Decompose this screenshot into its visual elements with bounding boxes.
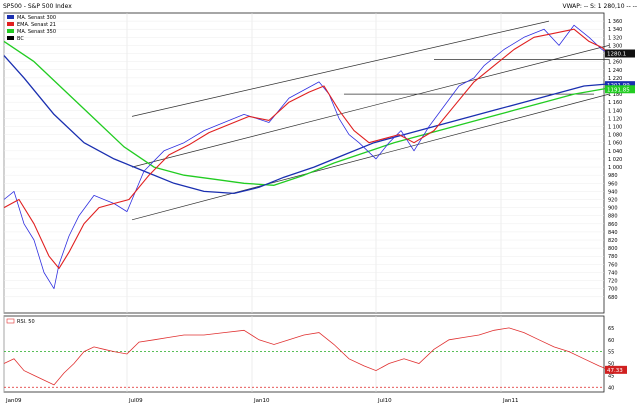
legend-swatch bbox=[7, 29, 14, 33]
y-tick-label: 1 300 bbox=[608, 43, 622, 49]
y-tick-label: 780 bbox=[608, 254, 618, 260]
legend-swatch bbox=[7, 15, 14, 19]
legend-label: MA. Senast 300 bbox=[17, 15, 56, 21]
rsi-y-tick-label: 50 bbox=[608, 362, 614, 368]
legend-swatch bbox=[6, 318, 15, 324]
y-tick-label: 860 bbox=[608, 222, 618, 228]
y-tick-label: 1 060 bbox=[608, 141, 622, 147]
vwap-readout: VWAP: -- S: 1 280,10 -- -- bbox=[562, 3, 637, 10]
chart-title: SP500 - S&P 500 Index bbox=[3, 3, 72, 10]
y-tick-label: 900 bbox=[608, 206, 618, 212]
y-tick-label: 1 160 bbox=[608, 100, 622, 106]
y-tick-label: 980 bbox=[608, 173, 618, 179]
channel-line bbox=[131, 93, 610, 221]
y-tick-label: 740 bbox=[608, 270, 618, 276]
legend-label: BC bbox=[17, 36, 24, 42]
price-panel-frame bbox=[3, 12, 605, 314]
y-tick-label: 1 100 bbox=[608, 125, 622, 131]
legend-swatch bbox=[7, 22, 14, 26]
rsi-last-value-label: 47.33 bbox=[607, 368, 623, 374]
channel-line bbox=[131, 20, 550, 117]
y-tick-label: 880 bbox=[608, 214, 618, 220]
y-tick-label: 1 260 bbox=[608, 60, 622, 66]
y-tick-label: 960 bbox=[608, 181, 618, 187]
rsi-y-tick-label: 40 bbox=[608, 385, 614, 391]
x-tick-label: Jan11 bbox=[502, 398, 518, 404]
last-value-label: 1280.1 bbox=[607, 52, 626, 58]
rsi-y-tick-label: 55 bbox=[608, 350, 614, 356]
legend-swatch bbox=[7, 36, 14, 40]
y-tick-label: 1 360 bbox=[608, 19, 622, 25]
y-tick-label: 680 bbox=[608, 295, 618, 301]
x-tick-label: Jan09 bbox=[5, 398, 22, 404]
rsi-panel: 40 45 50 55 60 65 RSI. 50 47.33 bbox=[3, 315, 627, 393]
last-value-label: 1191.85 bbox=[607, 87, 630, 93]
y-tick-label: 1 220 bbox=[608, 76, 622, 82]
y-tick-label: 800 bbox=[608, 246, 618, 252]
rsi-y-tick-label: 60 bbox=[608, 338, 614, 344]
header-bar bbox=[0, 0, 640, 11]
channel-line bbox=[131, 45, 610, 168]
y-tick-label: 1 340 bbox=[608, 27, 622, 33]
y-tick-label: 1 020 bbox=[608, 157, 622, 163]
price-panel: 680 700 720 740 760 780 800 820 840 860 880 900 920 9… bbox=[3, 12, 635, 314]
y-tick-label: 1 240 bbox=[608, 68, 622, 74]
y-tick-label: 920 bbox=[608, 197, 618, 203]
ma350-series bbox=[3, 40, 610, 186]
y-tick-label: 720 bbox=[608, 279, 618, 285]
y-tick-label: 1 000 bbox=[608, 165, 622, 171]
last-value-badge bbox=[605, 49, 635, 58]
rsi-last-value-badge bbox=[605, 365, 627, 374]
legend-label: EMA. Senast 21 bbox=[17, 22, 56, 28]
rsi-series bbox=[3, 327, 610, 386]
rsi-y-tick-label: 65 bbox=[608, 326, 614, 332]
last-value-badge bbox=[605, 85, 635, 94]
x-tick-label: Jan10 bbox=[253, 398, 270, 404]
y-tick-label: 1 040 bbox=[608, 149, 622, 155]
legend-label: MA. Senast 350 bbox=[17, 29, 56, 35]
legend-label: RSI. 50 bbox=[17, 319, 35, 325]
ma300-series bbox=[3, 55, 610, 195]
y-tick-label: 760 bbox=[608, 262, 618, 268]
price-series bbox=[3, 24, 610, 290]
y-tick-label: 940 bbox=[608, 189, 618, 195]
y-tick-label: 1 320 bbox=[608, 35, 622, 41]
x-tick-label: Jul10 bbox=[377, 398, 392, 404]
y-tick-label: 820 bbox=[608, 238, 618, 244]
x-tick-label: Jul09 bbox=[128, 398, 143, 404]
ema21-series bbox=[3, 28, 610, 269]
y-tick-label: 1 080 bbox=[608, 133, 622, 139]
last-value-badge bbox=[605, 81, 635, 90]
y-tick-label: 840 bbox=[608, 230, 618, 236]
y-tick-label: 1 180 bbox=[608, 92, 622, 98]
y-tick-label: 700 bbox=[608, 287, 618, 293]
y-tick-label: 1 120 bbox=[608, 116, 622, 122]
x-axis: Jan09 Jul09 Jan10 Jul10 Jan11 bbox=[5, 398, 518, 404]
rsi-panel-frame bbox=[3, 315, 605, 393]
rsi-y-tick-label: 45 bbox=[608, 373, 614, 379]
y-tick-label: 1 140 bbox=[608, 108, 622, 114]
